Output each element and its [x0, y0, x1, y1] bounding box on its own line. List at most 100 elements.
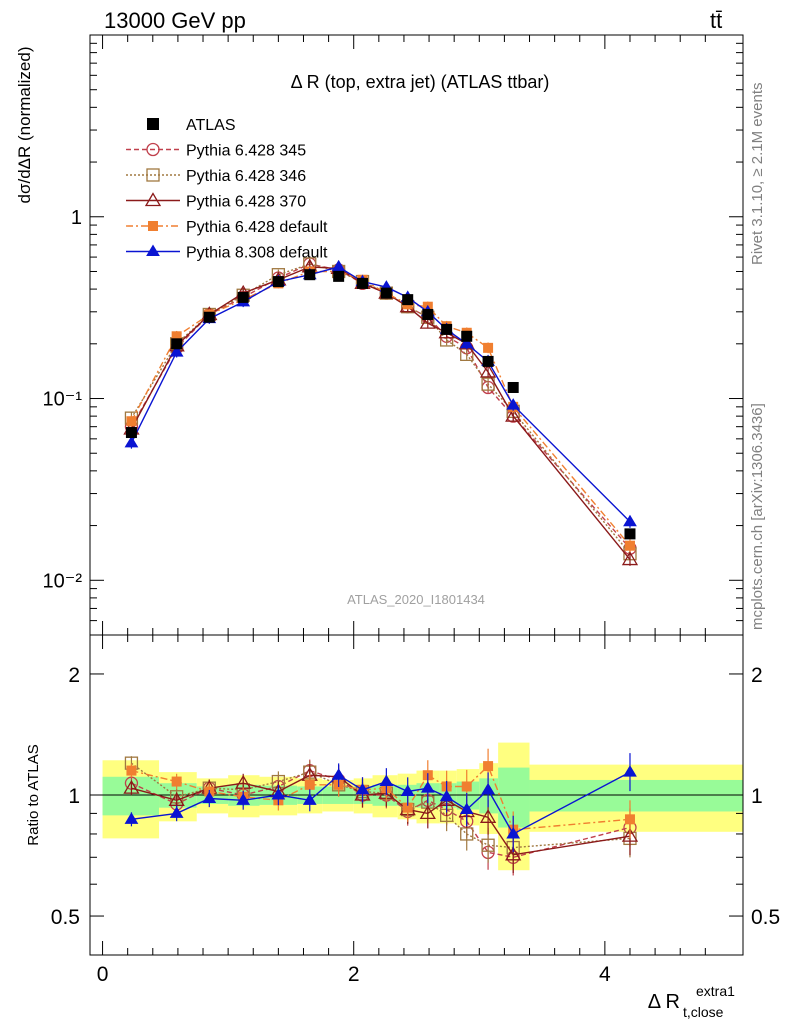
marker-square [624, 540, 635, 551]
series-pythia-8-308-default [124, 259, 637, 528]
data-point [422, 308, 434, 320]
ratio-plot-panel: 0.5 0.5 1 1 2 2 0 2 4 Ratio to ATLAS Δ R extra1 … [25, 634, 780, 1020]
legend-label: Pythia 6.428 346 [186, 168, 306, 185]
data-point [482, 355, 494, 367]
data-point [380, 287, 392, 299]
uncertainty-band-green [498, 767, 530, 828]
x-tick-label: 2 [348, 963, 360, 986]
data-point [333, 270, 345, 282]
series-line [130, 266, 631, 561]
data-point [272, 276, 284, 288]
marker-triangle [439, 789, 454, 802]
marker-triangle [420, 781, 435, 793]
ratio-y-tick-label-right: 0.5 [751, 906, 780, 929]
marker-square [483, 761, 494, 772]
marker-triangle [459, 802, 474, 815]
ratio-series-pythia-8-308-default [124, 753, 637, 853]
analysis-label: ATLAS_2020_I1801434 [347, 592, 485, 607]
data-point [125, 427, 137, 439]
ratio-line [131, 774, 631, 856]
marker-triangle [331, 768, 346, 780]
marker-triangle [124, 812, 139, 824]
ratio-y-tick-label: 2 [68, 664, 80, 687]
data-point [357, 277, 369, 289]
plot-title: Δ R (top, extra jet) (ATLAS ttbar) [291, 72, 550, 92]
x-axis-label-sup: extra1 [696, 983, 735, 999]
ratio-line [131, 769, 631, 859]
marker-square [148, 221, 158, 231]
marker-triangle [459, 336, 474, 349]
rivet-version-text: Rivet 3.1.10, ≥ 2.1M events [749, 83, 766, 266]
x-tick-label: 0 [97, 963, 109, 986]
series-pythia-6-428-346 [124, 257, 637, 561]
legend-label: Pythia 6.428 default [186, 219, 328, 236]
legend-label: Pythia 8.308 default [186, 245, 328, 262]
marker-triangle [419, 805, 436, 820]
marker-square [126, 416, 137, 427]
ratio-frame [89, 634, 744, 956]
main-ylabel-text: dσ/dΔR (normalized) [15, 47, 34, 204]
marker-triangle [506, 826, 521, 839]
marker-square [304, 779, 315, 790]
energy-label: 13000 GeV pp [104, 8, 246, 33]
series-line [130, 266, 631, 523]
data-point [507, 381, 519, 393]
marker-square [624, 814, 635, 825]
marker-triangle [400, 784, 415, 797]
marker-triangle [271, 788, 286, 800]
marker-triangle [479, 809, 497, 823]
marker-square [126, 765, 137, 776]
marker-square [146, 168, 160, 182]
uncertainty-band-green [479, 778, 499, 814]
marker-triangle [623, 765, 637, 777]
marker-triangle [144, 192, 162, 207]
marker-square [481, 377, 495, 391]
y-tick-label: 1 [71, 207, 82, 229]
mcplots-credit-text: mcplots.cern.ch [arXiv:1306.3436] [749, 403, 766, 630]
marker-triangle [419, 314, 436, 329]
ratio-y-tick-label-right: 2 [751, 664, 763, 687]
series-line [130, 263, 631, 549]
marker-triangle [623, 514, 637, 527]
data-point [171, 338, 183, 350]
marker-triangle [302, 793, 317, 805]
ratio-line [131, 764, 631, 831]
main-ylabel: dσ/dΔR (normalized) [15, 47, 34, 204]
y-tick-label: 10⁻¹ [43, 389, 83, 411]
legend-marker-atlas [147, 118, 159, 130]
marker-triangle [146, 244, 160, 256]
ratio-y-tick-label: 1 [68, 785, 80, 808]
x-axis-label: Δ R extra1 t,close [648, 983, 735, 1020]
marker-square [171, 776, 182, 787]
ratio-ylabel: Ratio to ATLAS [25, 744, 42, 845]
marker-triangle [505, 407, 522, 422]
x-axis-label-sub: t,close [683, 1004, 724, 1020]
marker-triangle [481, 782, 495, 795]
marker-triangle [379, 774, 394, 787]
series-pythia-6-428-370 [123, 258, 639, 566]
marker-square [481, 838, 495, 852]
legend-label: Pythia 6.428 370 [186, 194, 306, 211]
x-axis-label-main: Δ R [648, 991, 680, 1013]
series-line [130, 270, 631, 547]
data-point [203, 311, 215, 323]
marker-triangle [236, 793, 251, 805]
marker-triangle [479, 363, 497, 378]
marker-square [483, 342, 494, 353]
marker-triangle [506, 398, 521, 410]
legend-label-atlas: ATLAS [186, 117, 236, 134]
marker-circle [146, 142, 160, 157]
y-tick-label: 10⁻² [43, 570, 83, 592]
data-point [441, 323, 453, 335]
main-plot-panel: 10⁻² 10⁻¹ 1 Δ R (top, extra jet) (ATLAS tt… [15, 34, 744, 636]
marker-triangle [505, 846, 522, 861]
marker-triangle [123, 779, 140, 794]
uncertainty-band-green [529, 779, 743, 812]
marker-triangle [124, 435, 139, 448]
series-line [130, 263, 631, 555]
data-point [237, 291, 249, 303]
x-tick-label: 4 [599, 963, 611, 986]
data-point [304, 269, 316, 281]
marker-triangle [621, 551, 639, 566]
legend-label: Pythia 6.428 345 [186, 143, 306, 160]
